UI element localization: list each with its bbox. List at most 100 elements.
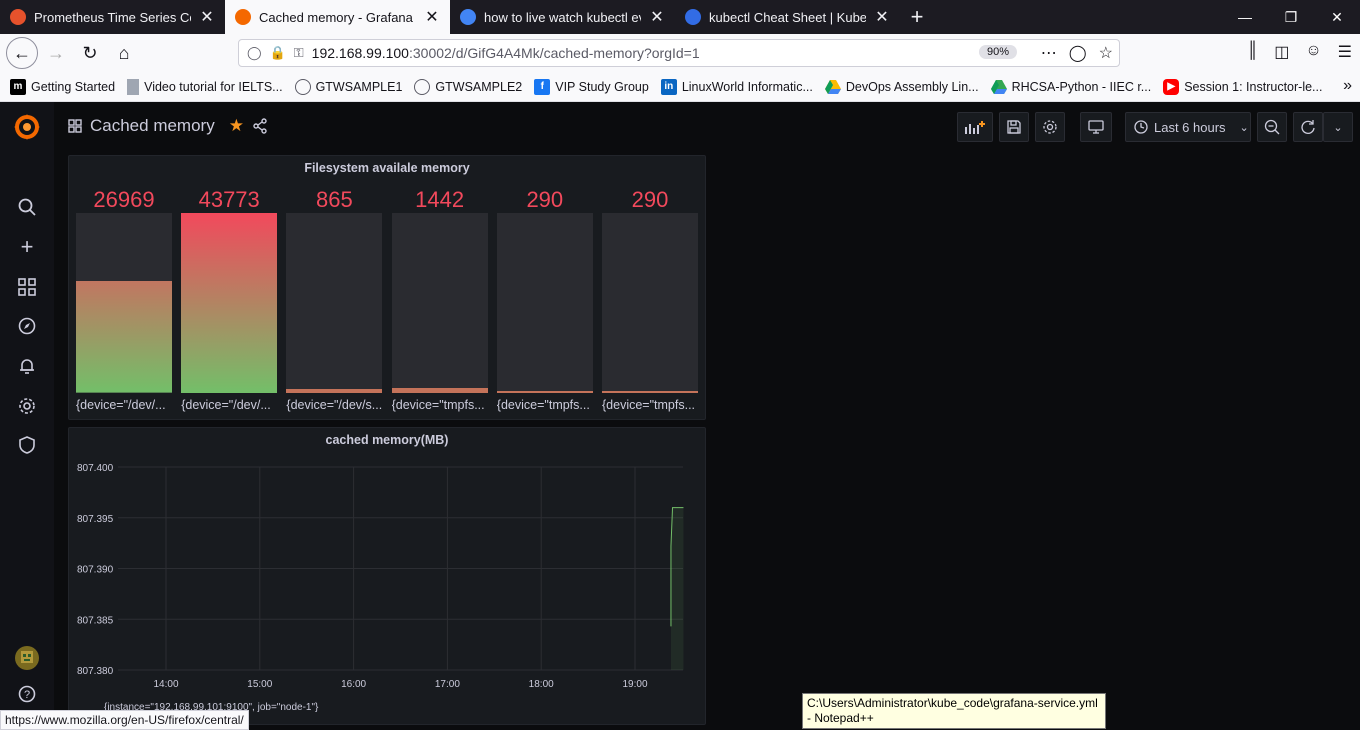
new-tab-button[interactable]: + bbox=[910, 4, 924, 29]
cached-memory-graph-panel[interactable]: cached memory(MB) 807.400 807.395 807.390 8… bbox=[68, 427, 706, 725]
grafana-logo-icon[interactable] bbox=[12, 112, 42, 142]
alerting-bell-icon[interactable] bbox=[17, 356, 37, 376]
bookmark-label: Video tutorial for IELTS... bbox=[144, 79, 283, 94]
bookmark-drive-icon bbox=[990, 79, 1007, 95]
bookmark-item[interactable]: f VIP Study Group bbox=[534, 78, 649, 95]
restore-icon[interactable]: ❐ bbox=[1284, 8, 1298, 25]
user-avatar[interactable] bbox=[15, 646, 39, 670]
pocket-icon[interactable]: ◯ bbox=[1068, 45, 1087, 62]
bookmark-label: GTWSAMPLE1 bbox=[315, 79, 403, 94]
share-icon[interactable] bbox=[252, 118, 268, 134]
bookmark-item[interactable]: m Getting Started bbox=[10, 78, 115, 95]
bookmark-item[interactable]: GTWSAMPLE1 bbox=[294, 78, 403, 95]
dashboard-settings-button[interactable] bbox=[1035, 112, 1065, 142]
x-tick-label: 19:00 bbox=[622, 679, 647, 690]
home-icon[interactable]: ⌂ bbox=[118, 42, 130, 63]
cached-memory-chart[interactable]: 807.400 807.395 807.390 807.385 807.380 14:00… bbox=[69, 428, 705, 724]
key-icon[interactable]: ⚿ bbox=[293, 45, 304, 60]
tab-title: Cached memory - Grafana bbox=[259, 9, 413, 25]
add-panel-button[interactable] bbox=[957, 112, 993, 142]
tab-title: Prometheus Time Series Collecti... bbox=[34, 9, 191, 25]
bookmark-m-icon: m bbox=[10, 78, 26, 95]
zoom-out-button[interactable] bbox=[1257, 112, 1287, 142]
dashboard-title[interactable]: Cached memory bbox=[90, 116, 215, 135]
url-text[interactable]: 192.168.99.100:30002/d/GifG4A4Mk/cached-… bbox=[312, 45, 700, 61]
refresh-interval-dropdown[interactable]: ⌄ bbox=[1323, 112, 1353, 142]
time-picker-button[interactable]: Last 6 hours ⌄ bbox=[1125, 112, 1251, 142]
zoom-out-icon bbox=[1264, 119, 1280, 135]
bar-gauge-fill bbox=[602, 390, 698, 393]
bookmark-globe-icon bbox=[294, 78, 311, 95]
bookmark-label: GTWSAMPLE2 bbox=[435, 79, 523, 94]
panel-title[interactable]: cached memory(MB) bbox=[325, 433, 449, 447]
close-window-icon[interactable]: ✕ bbox=[1331, 8, 1343, 25]
bookmark-item[interactable]: in LinuxWorld Informatic... bbox=[660, 78, 813, 95]
panel-title[interactable]: Filesystem availale memory bbox=[304, 161, 470, 175]
browser-tab-3[interactable]: kubectl Cheat Sheet | Kubernetes ✕ bbox=[675, 0, 900, 34]
cycle-view-mode-button[interactable] bbox=[1080, 112, 1112, 142]
zoom-badge[interactable]: 90% bbox=[978, 45, 1017, 59]
bar-gauge-value: 43773 bbox=[198, 187, 260, 212]
browser-tab-1[interactable]: Cached memory - Grafana ✕ bbox=[225, 0, 450, 34]
server-admin-shield-icon[interactable] bbox=[17, 435, 37, 455]
tab-favicon-icon bbox=[460, 9, 476, 25]
bar-gauge-fill bbox=[496, 390, 593, 393]
browser-tabstrip: Prometheus Time Series Collecti...✕Cache… bbox=[0, 0, 1360, 34]
window-controls: — ❐ ✕ bbox=[1222, 0, 1360, 34]
bookmarks-overflow-icon[interactable]: » bbox=[1343, 77, 1352, 94]
browser-tab-2[interactable]: how to live watch kubectl event... ✕ bbox=[450, 0, 675, 34]
bar-gauge-label: {device="tmpfs... bbox=[391, 398, 485, 412]
bookmark-label: LinuxWorld Informatic... bbox=[681, 79, 813, 94]
bar-gauge-label: {device="tmpfs... bbox=[496, 398, 590, 412]
y-tick-label: 807.380 bbox=[77, 666, 114, 677]
account-icon[interactable]: ☺ bbox=[1305, 42, 1322, 59]
bookmark-item[interactable]: ▶ Session 1: Instructor-le... bbox=[1163, 78, 1323, 95]
shield-icon[interactable]: ◯ bbox=[247, 45, 262, 60]
library-icon[interactable]: ║ bbox=[1246, 42, 1259, 59]
close-tab-icon[interactable]: ✕ bbox=[650, 9, 664, 26]
chevron-down-icon: ⌄ bbox=[1239, 121, 1249, 134]
bar-gauge-track bbox=[602, 213, 698, 393]
chevron-down-icon: ⌄ bbox=[1333, 121, 1343, 134]
bookmark-label: Session 1: Instructor-le... bbox=[1184, 79, 1323, 94]
help-icon[interactable]: ? bbox=[17, 684, 37, 704]
bookmark-star-icon[interactable]: ☆ bbox=[1098, 45, 1113, 62]
bookmark-item[interactable]: RHCSA-Python - IIEC r... bbox=[990, 79, 1151, 95]
bar-gauge-track bbox=[496, 213, 593, 393]
more-actions-icon[interactable]: ⋯ bbox=[1040, 45, 1057, 62]
save-dashboard-button[interactable] bbox=[999, 112, 1029, 142]
insecure-lock-icon[interactable]: 🔒 bbox=[269, 45, 286, 60]
reload-icon[interactable]: ↻ bbox=[82, 42, 98, 63]
bar-gauge-label: {device="/dev/... bbox=[76, 398, 166, 412]
taskbar-tooltip: C:\Users\Administrator\kube_code\grafana… bbox=[802, 693, 1106, 729]
search-icon[interactable] bbox=[17, 197, 37, 217]
back-arrow-icon[interactable]: ← bbox=[6, 37, 38, 69]
close-tab-icon[interactable]: ✕ bbox=[425, 9, 439, 26]
refresh-button[interactable] bbox=[1293, 112, 1323, 142]
bookmark-globe-icon bbox=[414, 78, 431, 95]
bookmark-item[interactable]: DevOps Assembly Lin... bbox=[824, 79, 979, 95]
bookmark-item[interactable]: Video tutorial for IELTS... bbox=[127, 78, 283, 95]
menu-icon[interactable]: ☰ bbox=[1337, 44, 1352, 61]
y-tick-label: 807.385 bbox=[77, 615, 114, 626]
sidebar-icon[interactable]: ◫ bbox=[1274, 44, 1290, 61]
url-bar[interactable]: ◯ 🔒 ⚿ 192.168.99.100:30002/d/GifG4A4Mk/c… bbox=[238, 39, 1120, 67]
bookmark-item[interactable]: GTWSAMPLE2 bbox=[414, 78, 523, 95]
explore-compass-icon[interactable] bbox=[17, 316, 37, 336]
bar-gauge-track bbox=[286, 213, 383, 393]
favorite-star-icon[interactable]: ★ bbox=[228, 116, 244, 135]
bar-gauge-value: 290 bbox=[631, 187, 669, 212]
close-tab-icon[interactable]: ✕ bbox=[875, 9, 889, 26]
filesystem-bargauge-panel[interactable]: Filesystem availale memory 26969 {device=… bbox=[68, 155, 706, 420]
dashboard-grid-icon bbox=[68, 119, 82, 133]
forward-arrow-icon[interactable]: → bbox=[47, 42, 65, 63]
close-tab-icon[interactable]: ✕ bbox=[200, 9, 214, 26]
create-plus-icon[interactable]: + bbox=[20, 234, 34, 259]
bookmark-drive-icon bbox=[824, 79, 841, 95]
bar-gauge-track bbox=[76, 213, 172, 393]
minimize-icon[interactable]: — bbox=[1238, 9, 1252, 25]
dashboards-grid-icon[interactable] bbox=[17, 277, 37, 297]
configuration-gear-icon[interactable] bbox=[17, 396, 37, 416]
browser-tab-0[interactable]: Prometheus Time Series Collecti... ✕ bbox=[0, 0, 225, 34]
series-area bbox=[670, 507, 684, 670]
